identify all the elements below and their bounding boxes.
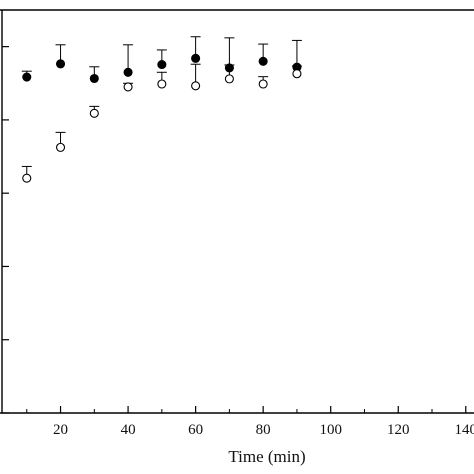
x-tick-label: 40 [121, 422, 136, 438]
filled-data-point [22, 72, 32, 82]
axes [0, 9, 474, 414]
open-data-point [89, 108, 99, 118]
open-data-point [22, 173, 32, 183]
x-axis-title: Time (min) [228, 447, 305, 466]
open-data-point [224, 74, 234, 84]
x-tick-label: 100 [319, 422, 342, 438]
filled-data-point [191, 53, 201, 63]
data-marks [21, 36, 302, 183]
open-data-point [191, 81, 201, 91]
x-tick-label: 80 [256, 422, 271, 438]
open-data-point [55, 142, 66, 152]
filled-data-point [89, 73, 99, 84]
x-tick-label: 120 [387, 422, 410, 438]
filled-data-point [55, 59, 66, 69]
series-filled-circles [21, 36, 302, 84]
open-data-point [123, 82, 133, 92]
series-open-circles [21, 63, 302, 183]
open-data-point [157, 79, 167, 89]
open-data-point [292, 69, 302, 79]
x-ticks: 20 40 60 80 100 120 140 [26, 406, 474, 438]
x-tick-label: 140 [455, 422, 474, 438]
open-data-point [258, 79, 268, 89]
filled-data-point [123, 67, 133, 77]
x-tick-label: 60 [188, 422, 203, 438]
filled-data-point [157, 60, 167, 70]
x-tick-label: 20 [53, 422, 68, 438]
filled-data-point [258, 56, 268, 66]
